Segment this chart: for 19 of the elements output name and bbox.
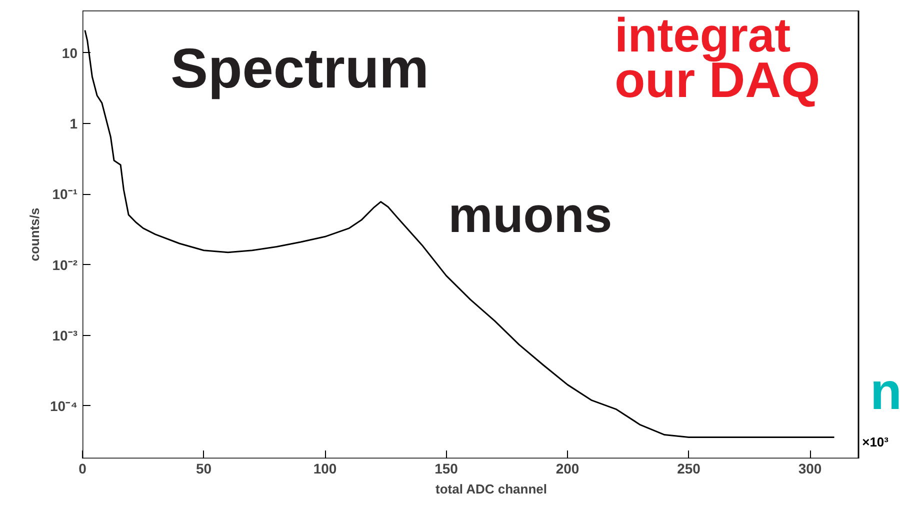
y-tick-label: 10⁻¹ <box>52 186 78 202</box>
text: ×10³ <box>862 434 890 450</box>
annotation: Spectrum <box>170 36 429 100</box>
annotation: muons <box>448 186 612 243</box>
y-axis-title: counts/s <box>27 208 42 262</box>
x-tick-label: 300 <box>798 460 822 476</box>
y-tick-label: 10⁻³ <box>52 327 78 344</box>
y-tick-label: 10 <box>62 45 78 61</box>
x-tick-label: 150 <box>434 460 458 476</box>
y-tick-label: 10⁻⁴ <box>50 398 78 414</box>
x-tick-label: 200 <box>556 460 580 476</box>
x-axis-title: total ADC channel <box>436 482 548 496</box>
x-tick-label: 50 <box>196 460 212 476</box>
x-tick-label: 100 <box>313 460 337 476</box>
y-tick-label: 10⁻² <box>52 256 78 273</box>
x-tick-label: 250 <box>677 460 701 476</box>
y-tick-label: 1 <box>70 116 78 132</box>
x-tick-label: 0 <box>78 460 87 476</box>
text: n <box>870 362 900 421</box>
